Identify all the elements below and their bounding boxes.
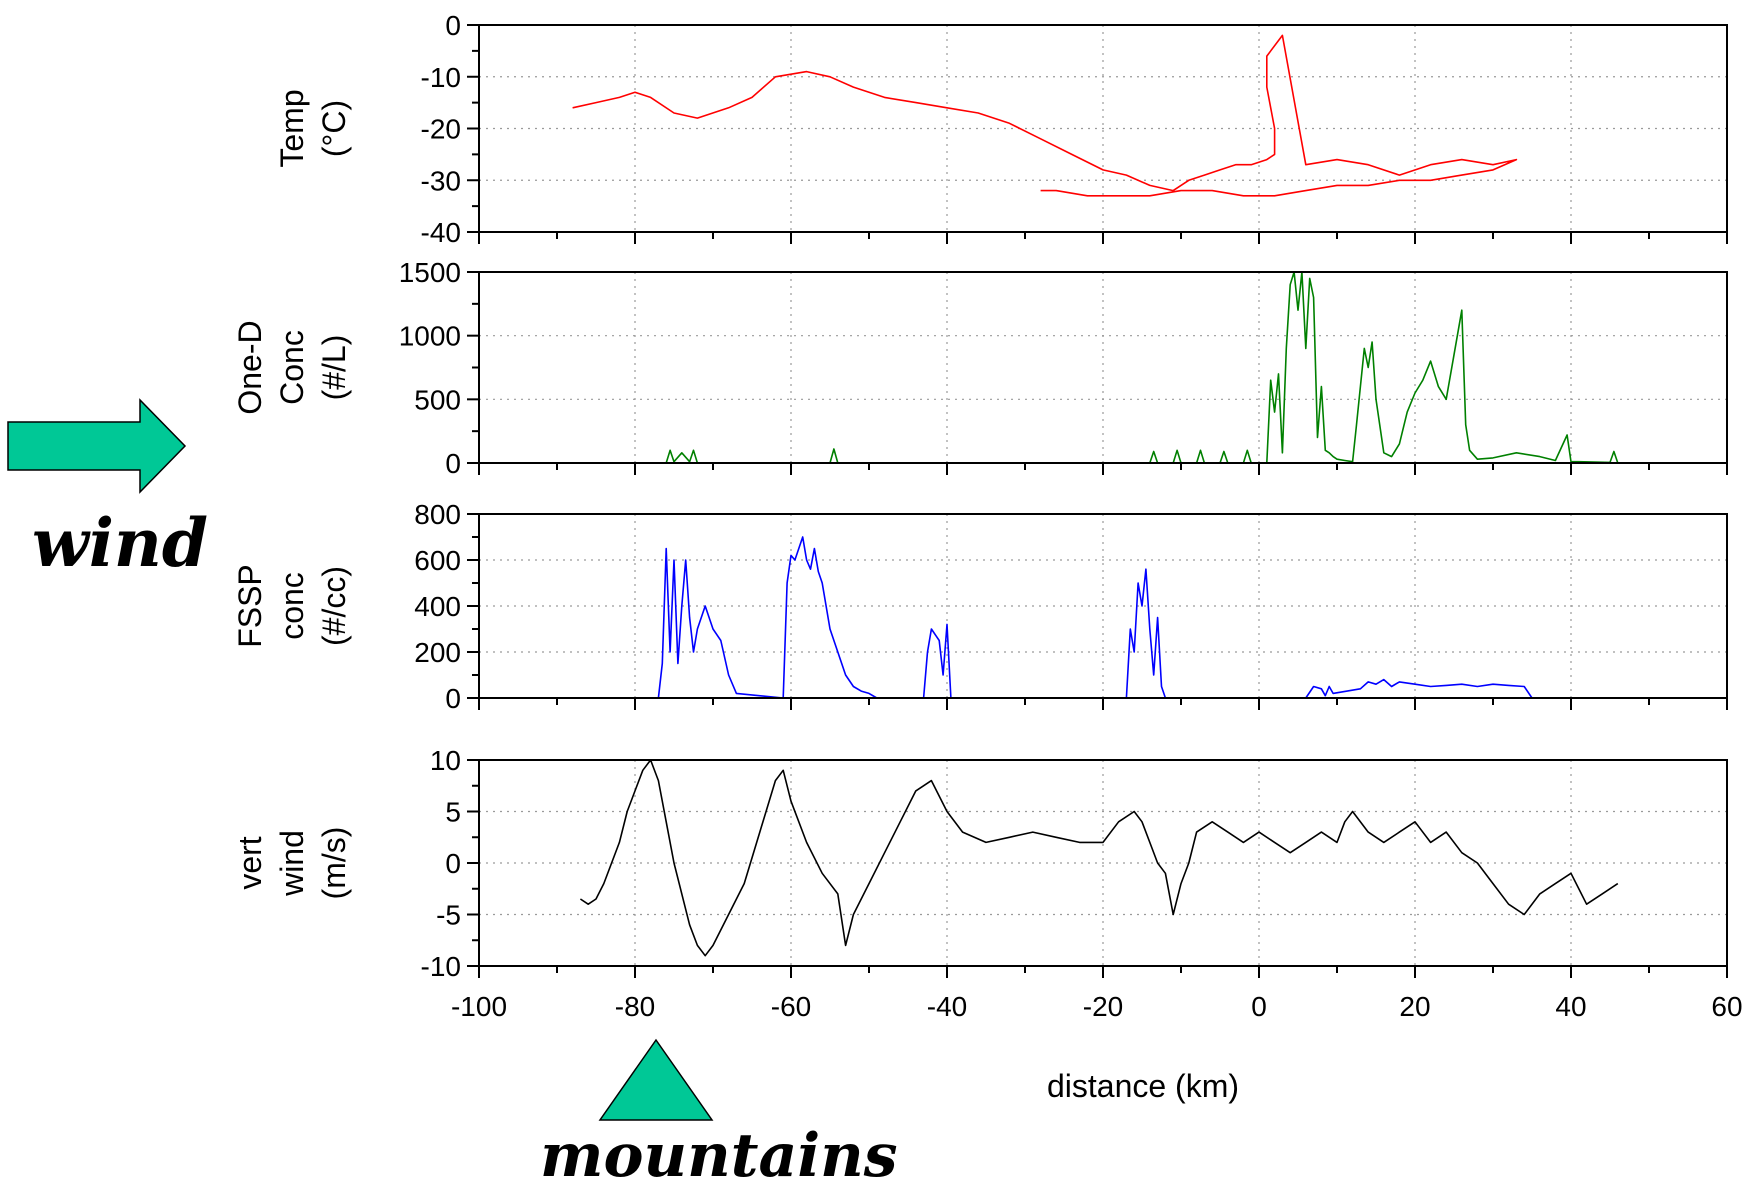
y-axis-title-line: wind xyxy=(274,830,310,897)
series-layer xyxy=(572,34,1619,957)
y-axis-title-line: (m/s) xyxy=(316,827,352,900)
y-axis-title-line: Temp xyxy=(274,89,310,167)
y-tick-label: 0 xyxy=(445,848,461,879)
y-axis-title-line: Conc xyxy=(274,330,310,405)
wind-label: wind xyxy=(32,504,208,582)
mountain-triangle-icon xyxy=(598,1038,714,1121)
y-tick-label: -10 xyxy=(421,951,461,982)
y-tick-label: 200 xyxy=(414,637,461,668)
y-axis-title-line: One-D xyxy=(232,320,268,414)
series-line-panel-1 xyxy=(572,34,1518,197)
y-axis-titles: Temp (°C) One-D Conc (#/L) FSSP conc (#/cc) vert… xyxy=(232,89,352,899)
y-tick-label: -5 xyxy=(436,900,461,931)
x-tick-label: -100 xyxy=(451,991,507,1022)
y-axis-title-line: (#/L) xyxy=(316,335,352,401)
y-axis-title-line: (#/cc) xyxy=(316,566,352,646)
grid-layer xyxy=(479,25,1727,966)
series-line-panel-4 xyxy=(579,759,1619,957)
x-tick-label: 40 xyxy=(1555,991,1586,1022)
x-tick-label: -20 xyxy=(1083,991,1123,1022)
x-tick-label: 20 xyxy=(1399,991,1430,1022)
x-axis-title: distance (km) xyxy=(1047,1068,1239,1104)
y-tick-label: 800 xyxy=(414,499,461,530)
y-tick-label: -10 xyxy=(421,62,461,93)
y-tick-label: 500 xyxy=(414,384,461,415)
x-tick-labels: -100 -80 -60 -40 -20 0 20 40 60 xyxy=(451,991,1743,1022)
x-tick-label: 0 xyxy=(1251,991,1267,1022)
y-tick-label: 1500 xyxy=(399,257,461,288)
y-tick-label: -30 xyxy=(421,165,461,196)
y-tick-label: 0 xyxy=(445,10,461,41)
x-tick-label: -40 xyxy=(927,991,967,1022)
y-tick-label: 600 xyxy=(414,545,461,576)
y-axis-title-line: vert xyxy=(232,836,268,889)
y-tick-label: 5 xyxy=(445,797,461,828)
y-tick-label: 0 xyxy=(445,683,461,714)
series-line-panel-2 xyxy=(580,271,1619,464)
x-tick-label: -60 xyxy=(771,991,811,1022)
mountains-label: mountains xyxy=(540,1121,898,1183)
y-tick-label: 10 xyxy=(430,745,461,776)
frame-layer xyxy=(467,24,1728,978)
y-tick-labels: 0 -10 -20 -30 -40 1500 1000 500 0 800 600 400 200 0 10… xyxy=(399,10,461,982)
y-tick-label: -20 xyxy=(421,114,461,145)
x-tick-label: 60 xyxy=(1711,991,1742,1022)
y-axis-title-line: FSSP xyxy=(232,564,268,648)
x-tick-label: -80 xyxy=(615,991,655,1022)
y-tick-label: 1000 xyxy=(399,321,461,352)
y-tick-label: 0 xyxy=(445,448,461,479)
y-tick-label: 400 xyxy=(414,591,461,622)
y-axis-title-line: (°C) xyxy=(316,100,352,157)
series-line-panel-3 xyxy=(580,536,1618,699)
wind-arrow-icon xyxy=(7,398,187,494)
y-axis-title-line: conc xyxy=(274,572,310,640)
y-tick-label: -40 xyxy=(421,217,461,248)
